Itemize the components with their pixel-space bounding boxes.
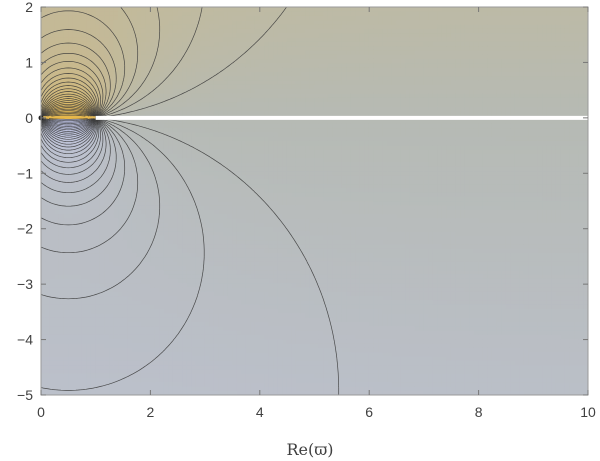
plot-frame (40, 6, 589, 396)
contour-line (41, 117, 117, 207)
contour-fill (41, 7, 588, 395)
contour-line (41, 117, 205, 391)
contour-line (51, 114, 86, 117)
contour-line (41, 10, 126, 118)
contour-line (41, 118, 96, 143)
contour-line (44, 110, 93, 117)
x-axis-label: Re(ϖ) (286, 440, 333, 459)
y-tick-label: 0 (25, 110, 33, 126)
y-axis: −5 −4 −3 −2 −1 0 1 2 (17, 0, 588, 403)
contour-line (41, 118, 96, 136)
contour-line (45, 111, 92, 117)
contour-line (41, 52, 107, 118)
contour-line (47, 113, 90, 117)
x-tick-label: 0 (37, 404, 45, 420)
y-tick-label: −1 (17, 165, 33, 181)
x-tick-label: 4 (256, 404, 264, 420)
contour-line (43, 108, 94, 117)
contour-line (41, 117, 161, 300)
contour-line (41, 117, 100, 163)
contour-line (41, 118, 97, 155)
contour-line (41, 96, 96, 117)
contour-line (41, 117, 98, 159)
contour-line (42, 107, 94, 117)
y-tick-label: 2 (25, 0, 33, 15)
x-tick-label: 6 (365, 404, 373, 420)
y-tick-label: −2 (17, 221, 33, 237)
contour-line (41, 118, 97, 148)
x-tick-label: 2 (147, 404, 155, 420)
contour-line (41, 118, 97, 151)
y-tick-label: 1 (25, 54, 33, 70)
contour-line (41, 117, 111, 194)
contour-line (44, 118, 92, 122)
contour-line (41, 29, 117, 118)
y-tick-label: −4 (17, 332, 33, 348)
x-tick-label: 10 (580, 404, 596, 420)
contour-line (41, 118, 96, 140)
contour-line (41, 118, 96, 138)
x-axis: 0 2 4 6 8 10 (37, 7, 596, 420)
contour-line (48, 118, 88, 120)
y-tick-label: −3 (17, 276, 33, 292)
y-tick-label: −5 (17, 387, 33, 403)
contour-line (41, 118, 96, 145)
x-tick-label: 8 (475, 404, 483, 420)
contour-line (41, 117, 139, 254)
contour-line (41, 60, 104, 117)
